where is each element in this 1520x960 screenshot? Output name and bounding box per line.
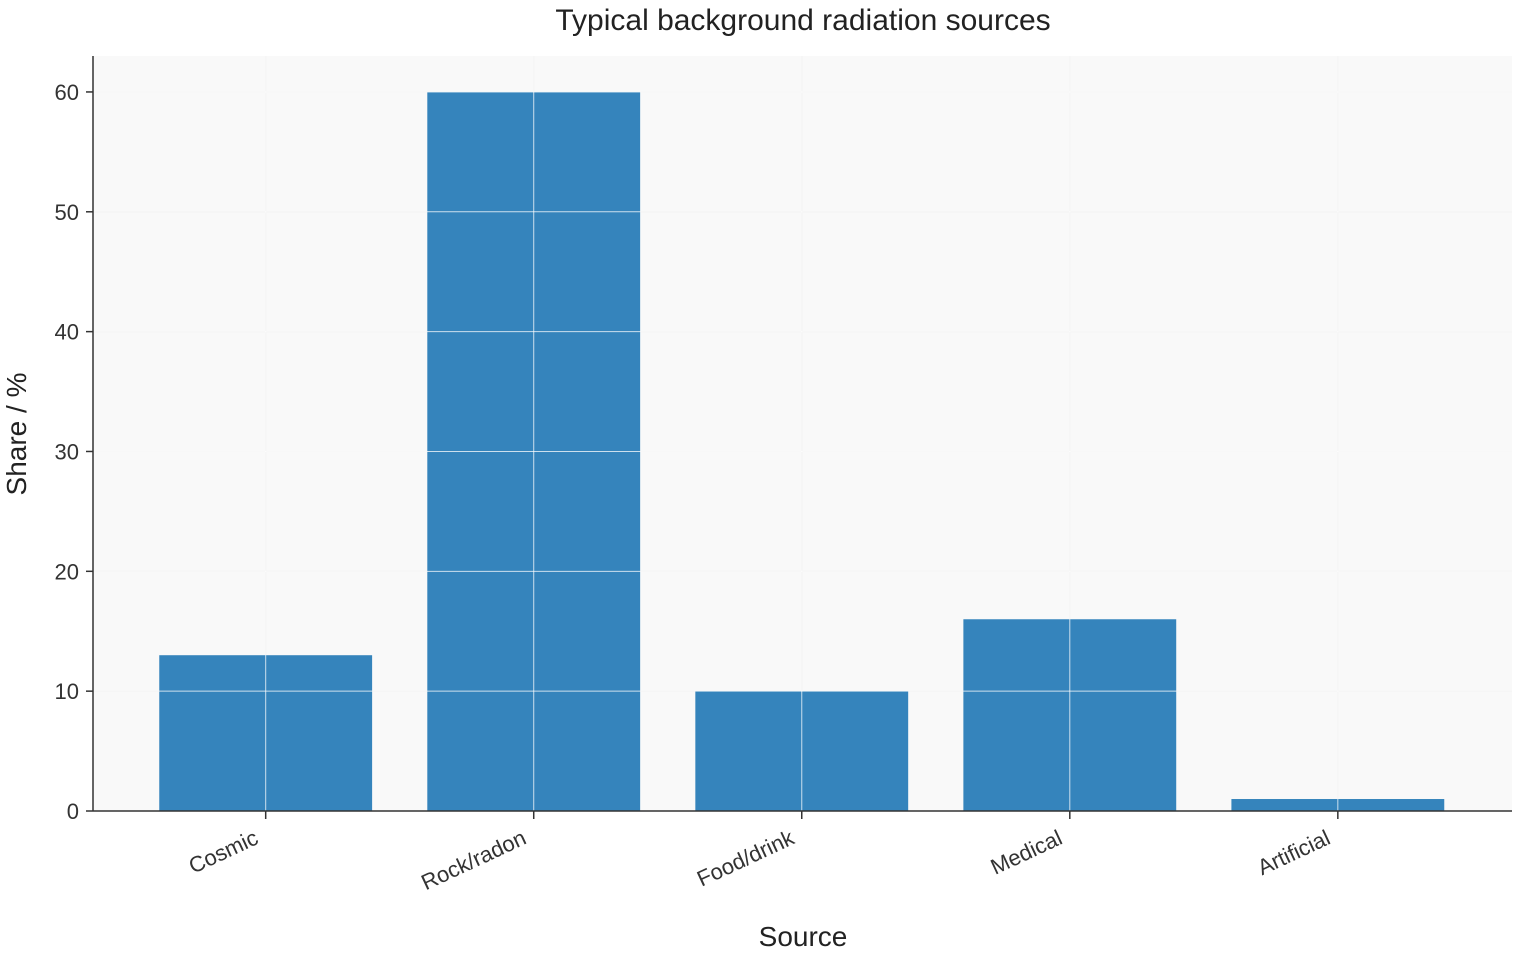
y-axis-ticks: 0 10 20 30 40 50 60 (55, 80, 93, 824)
grid-lines-over-bars (93, 56, 1512, 811)
y-tick-label: 60 (55, 80, 79, 105)
x-tick-label: Cosmic (185, 825, 262, 879)
x-axis-label: Source (759, 921, 848, 952)
y-tick-label: 20 (55, 559, 79, 584)
y-tick-label: 40 (55, 320, 79, 345)
y-tick-label: 50 (55, 200, 79, 225)
x-tick-label: Food/drink (693, 824, 799, 891)
x-tick-label: Medical (987, 825, 1066, 880)
x-tick-label: Artificial (1254, 825, 1334, 880)
chart-title: Typical background radiation sources (555, 4, 1050, 37)
y-tick-label: 30 (55, 439, 79, 464)
y-tick-label: 10 (55, 679, 79, 704)
x-axis-ticks: Cosmic Rock/radon Food/drink Medical Artific… (185, 811, 1339, 895)
x-tick-label: Rock/radon (417, 825, 530, 895)
y-axis-label: Share / % (1, 373, 32, 496)
y-tick-label: 0 (67, 799, 79, 824)
